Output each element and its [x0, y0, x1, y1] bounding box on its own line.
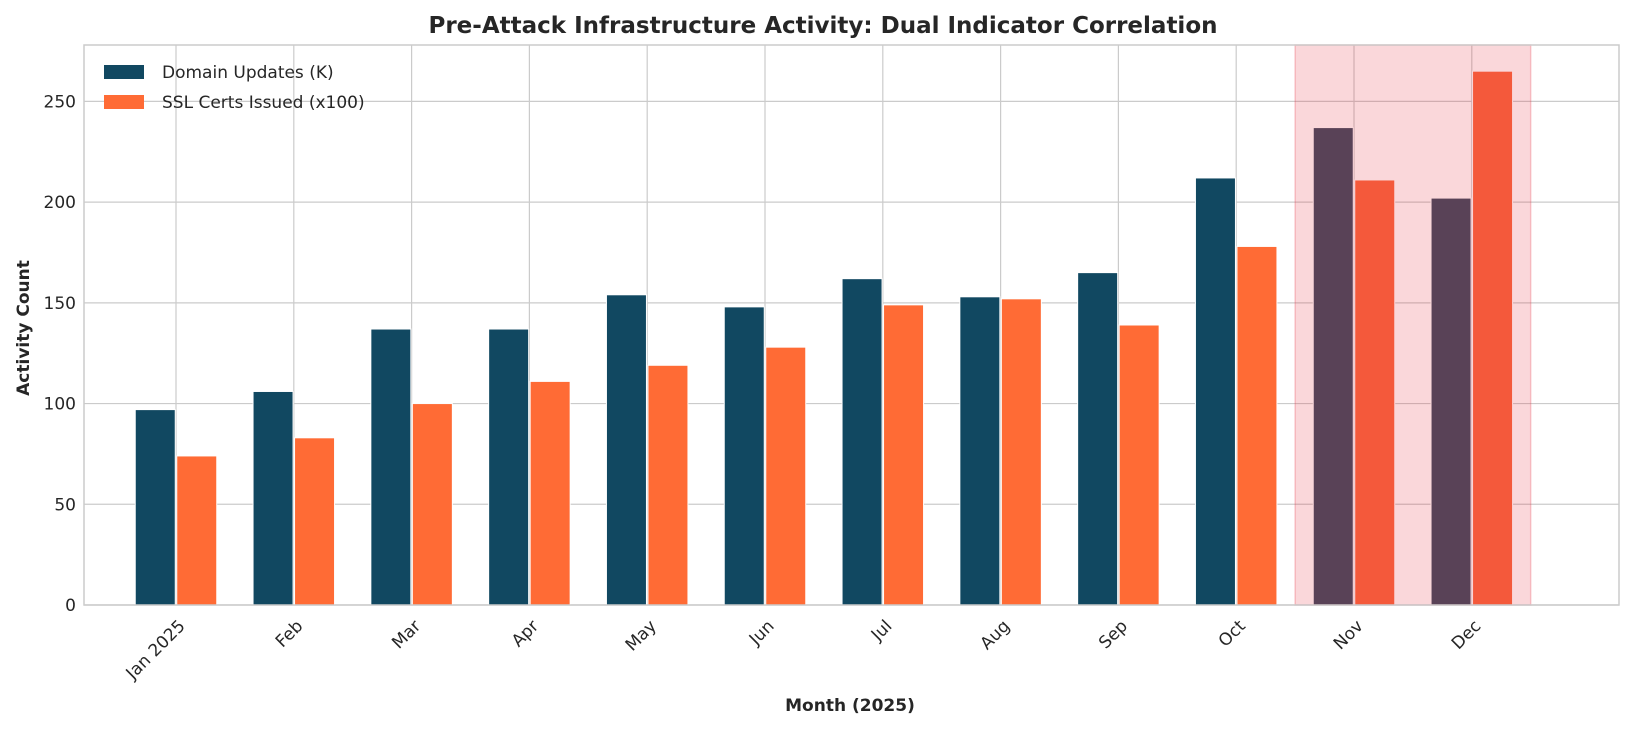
bar-ssl-certs	[765, 346, 807, 606]
chart-title: Pre-Attack Infrastructure Activity: Dual…	[428, 13, 1217, 39]
bar-ssl-certs	[1354, 179, 1396, 606]
bar-domain-updates	[1194, 177, 1236, 606]
x-tick-label: Sep	[1095, 616, 1132, 653]
legend-swatch	[104, 95, 144, 109]
bar-domain-updates	[1430, 197, 1472, 606]
bar-ssl-certs	[647, 364, 689, 606]
y-tick-label: 250	[44, 92, 76, 112]
x-tick-label: Oct	[1215, 616, 1250, 651]
x-tick-label: Nov	[1330, 616, 1368, 654]
y-tick-label: 150	[44, 294, 76, 314]
y-axis-title: Activity Count	[14, 260, 34, 396]
bar-ssl-certs	[529, 380, 571, 606]
x-axis-title: Month (2025)	[785, 696, 915, 716]
bar-ssl-certs	[176, 455, 218, 606]
bar-domain-updates	[1312, 127, 1354, 606]
y-tick-label: 50	[54, 495, 76, 515]
plot-area: 0 50 100 150 200 250 Jan 2025 Feb Mar Apr May Jun Ju…	[44, 44, 1620, 684]
legend-label: SSL Certs Issued (x100)	[162, 93, 365, 113]
bar-ssl-certs	[1000, 298, 1042, 606]
plot-frame	[83, 44, 1620, 606]
x-tick-label: Aug	[977, 616, 1015, 654]
y-tick-label: 0	[65, 596, 76, 616]
bar-domain-updates	[370, 328, 412, 606]
bar-domain-updates	[1077, 272, 1119, 606]
bar-ssl-certs	[1236, 245, 1278, 606]
y-tick-label: 200	[44, 193, 76, 213]
highlight-region	[1294, 44, 1532, 606]
x-tick-label: Feb	[272, 616, 307, 651]
bar-domain-updates	[959, 296, 1001, 606]
bar-domain-updates	[723, 306, 765, 606]
bar-domain-updates	[841, 278, 883, 606]
bar-domain-updates	[488, 328, 530, 606]
x-tick-label: Jul	[867, 616, 896, 645]
x-tick-label: Jun	[745, 616, 779, 650]
x-tick-label: Dec	[1448, 616, 1485, 653]
legend-label: Domain Updates (K)	[162, 63, 334, 83]
bar-domain-updates	[605, 294, 647, 606]
bar-ssl-certs	[294, 437, 336, 606]
bar-domain-updates	[134, 409, 176, 606]
y-tick-label: 100	[44, 395, 76, 415]
x-tick-label: May	[622, 616, 661, 655]
bar-ssl-certs	[411, 403, 453, 606]
x-tick-label: Mar	[388, 616, 425, 653]
bar-ssl-certs	[1472, 70, 1514, 606]
bar-ssl-certs	[883, 304, 925, 606]
legend: Domain Updates (K) SSL Certs Issued (x100…	[104, 63, 365, 113]
bar-domain-updates	[252, 390, 294, 606]
bar-ssl-certs	[1118, 324, 1160, 606]
x-tick-label: Apr	[508, 616, 543, 651]
legend-swatch	[104, 65, 144, 79]
x-tick-label: Jan 2025	[122, 616, 190, 684]
